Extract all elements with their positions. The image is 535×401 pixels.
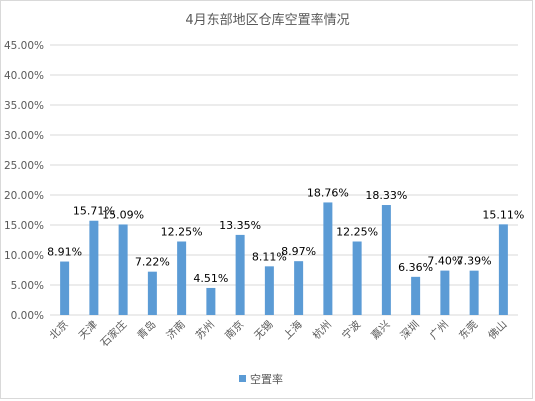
bar xyxy=(498,224,508,315)
bar xyxy=(206,287,216,315)
bars xyxy=(60,202,508,315)
y-tick-labels: 0.00% 5.00% 10.00% 15.00% 20.00% 25.00% 30.00%… xyxy=(4,40,44,322)
data-label: 12.25% xyxy=(336,226,378,239)
bar xyxy=(147,271,157,315)
y-tick-label: 0.00% xyxy=(11,310,44,322)
y-tick-label: 20.00% xyxy=(4,190,44,202)
y-tick-label: 30.00% xyxy=(4,130,44,142)
y-tick-label: 35.00% xyxy=(4,100,44,112)
bar xyxy=(89,220,99,315)
x-tick-label: 青岛 xyxy=(134,318,158,342)
bar xyxy=(352,241,362,315)
data-label: 15.09% xyxy=(102,208,144,221)
data-label: 12.25% xyxy=(161,226,203,239)
x-tick-label: 济南 xyxy=(164,318,188,342)
bar xyxy=(323,202,333,315)
x-tick-label: 北京 xyxy=(47,318,71,342)
y-tick-label: 25.00% xyxy=(4,160,44,172)
x-tick-label: 上海 xyxy=(281,318,305,342)
bar xyxy=(177,241,187,315)
x-tick-label: 广州 xyxy=(428,319,451,342)
x-tick-label: 佛山 xyxy=(485,318,509,342)
x-tick-label: 无锡 xyxy=(251,318,275,342)
bar xyxy=(411,276,421,315)
bar xyxy=(294,261,304,315)
data-label: 15.11% xyxy=(482,208,524,221)
data-label: 13.35% xyxy=(219,219,261,232)
legend-swatch xyxy=(239,375,246,382)
bar xyxy=(440,270,450,315)
data-label: 6.36% xyxy=(398,261,433,274)
x-tick-label: 东莞 xyxy=(456,318,480,342)
data-label: 15.71% xyxy=(73,205,115,218)
gridlines xyxy=(50,44,518,316)
y-tick-label: 10.00% xyxy=(4,250,44,262)
data-label: 18.33% xyxy=(365,189,407,202)
y-tick-label: 5.00% xyxy=(11,280,44,292)
bar xyxy=(235,234,245,315)
x-tick-label: 杭州 xyxy=(310,318,334,342)
data-label: 8.11% xyxy=(252,250,287,263)
data-label: 7.40% xyxy=(427,255,462,268)
y-tick-label: 40.00% xyxy=(4,70,44,82)
bar xyxy=(469,270,479,315)
data-label: 18.76% xyxy=(307,186,349,199)
data-labels: 8.91% 15.71%15.09% 7.22% 12.25% 4.51% 13.35% 8… xyxy=(47,186,524,285)
y-tick-label: 15.00% xyxy=(4,220,44,232)
x-tick-label: 深圳 xyxy=(398,319,421,342)
bar xyxy=(264,266,274,315)
chart-title: 4月东部地区仓库空置率情况 xyxy=(185,13,350,28)
bar xyxy=(118,224,128,315)
x-tick-label: 宁波 xyxy=(339,318,363,342)
data-label: 4.51% xyxy=(193,272,228,285)
bar xyxy=(381,205,391,315)
x-tick-label: 石家庄 xyxy=(98,318,129,349)
x-tick-label: 南京 xyxy=(222,318,246,342)
bar xyxy=(60,261,70,315)
data-label: 8.97% xyxy=(281,245,316,258)
legend-label: 空置率 xyxy=(250,372,283,386)
data-label: 7.22% xyxy=(135,256,170,269)
x-tick-label: 天津 xyxy=(77,318,101,342)
y-tick-label: 45.00% xyxy=(4,40,44,52)
data-label: 8.91% xyxy=(47,246,82,259)
legend: 空置率 xyxy=(239,372,283,386)
x-tick-label: 苏州 xyxy=(193,318,217,342)
x-tick-label: 嘉兴 xyxy=(368,318,392,342)
data-label: 7.39% xyxy=(457,255,492,268)
